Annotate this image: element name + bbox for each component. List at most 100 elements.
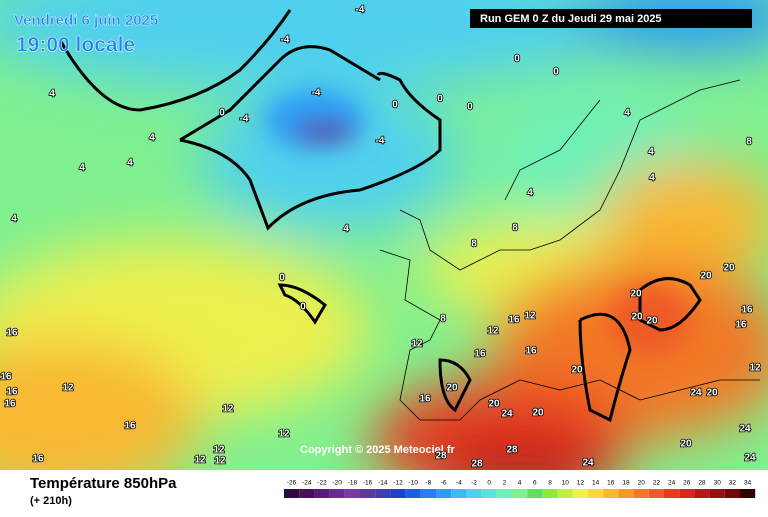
scale-swatch xyxy=(527,489,543,498)
contour-label: 16 xyxy=(419,394,431,405)
contour-label: 4 xyxy=(648,147,654,158)
contour-label: 20 xyxy=(700,271,712,282)
scale-label: 10 xyxy=(562,480,570,487)
scale-label: -12 xyxy=(393,480,403,487)
scale-swatch xyxy=(633,489,649,498)
scale-label: -24 xyxy=(302,480,312,487)
contour-label: 20 xyxy=(532,408,544,419)
contour-label: 0 xyxy=(553,67,559,78)
contour-label: 8 xyxy=(471,239,477,250)
contour-label: 24 xyxy=(690,388,702,399)
isotherm xyxy=(58,9,292,112)
scale-swatch xyxy=(375,489,391,498)
contour-label: 0 xyxy=(392,100,398,111)
contour-label: 12 xyxy=(214,456,226,467)
scale-swatch xyxy=(420,489,436,498)
scale-swatch xyxy=(481,489,497,498)
scale-label: -26 xyxy=(287,480,297,487)
coastline xyxy=(379,79,760,421)
isotherm xyxy=(438,277,702,423)
scale-swatch xyxy=(648,489,664,498)
scale-label: 32 xyxy=(729,480,737,487)
contour-label: 4 xyxy=(127,158,133,169)
contour-label: 12 xyxy=(194,455,206,466)
isotherm xyxy=(277,283,327,325)
contour-label: 4 xyxy=(79,163,85,174)
scale-swatch xyxy=(709,489,725,498)
temperature-field: Copyright © 2025 Meteociel.fr xyxy=(0,0,768,470)
isotherm xyxy=(179,45,442,231)
contour-label: 4 xyxy=(624,108,630,119)
copyright: Copyright © 2025 Meteociel.fr xyxy=(300,444,456,456)
scale-label: -16 xyxy=(363,480,373,487)
contour-label: 4 xyxy=(49,89,55,100)
contour-label: 12 xyxy=(411,339,423,350)
scale-label: 14 xyxy=(592,480,600,487)
contour-label: 20 xyxy=(631,312,643,323)
contour-label: 24 xyxy=(744,453,756,464)
scale-label: 18 xyxy=(622,480,630,487)
run-info: Run GEM 0 Z du Jeudi 29 mai 2025 xyxy=(480,13,662,25)
contour-label: 16 xyxy=(741,305,753,316)
contour-label: 4 xyxy=(11,214,17,225)
scale-label: 20 xyxy=(638,480,646,487)
contour-label: 8 xyxy=(440,314,446,325)
scale-swatch xyxy=(284,489,300,498)
scale-label: 34 xyxy=(744,480,752,487)
contour-label: 4 xyxy=(649,173,655,184)
contour-label: 4 xyxy=(527,188,533,199)
scale-swatch xyxy=(618,489,634,498)
contour-label: 12 xyxy=(213,445,225,456)
contour-label: 16 xyxy=(0,372,12,383)
contour-label: 24 xyxy=(501,409,513,420)
contour-label: 12 xyxy=(222,404,234,415)
scale-swatch xyxy=(572,489,588,498)
forecast-time: 19:00 locale xyxy=(16,34,135,57)
contour-label: 20 xyxy=(646,316,658,327)
contour-label: 12 xyxy=(524,311,536,322)
contour-labels: -4-4-4-4-4000000004444444444888812121212… xyxy=(0,4,762,470)
contour-label: 4 xyxy=(149,133,155,144)
scale-swatch xyxy=(344,489,360,498)
scale-swatch xyxy=(664,489,680,498)
contour-label: -4 xyxy=(240,114,249,125)
scale-swatch xyxy=(679,489,695,498)
scale-label: 12 xyxy=(577,480,585,487)
scale-label: -4 xyxy=(456,480,462,487)
contour-label: 12 xyxy=(62,383,74,394)
contour-label: 0 xyxy=(437,94,443,105)
contour-label: 0 xyxy=(300,302,306,313)
contour-label: -4 xyxy=(281,35,290,46)
scale-label: 30 xyxy=(714,480,722,487)
forecast-date: Vendredi 6 juin 2025 xyxy=(14,12,158,29)
contour-label: -4 xyxy=(356,5,365,16)
scale-swatch xyxy=(299,489,315,498)
scale-swatch xyxy=(542,489,558,498)
scale-label: -8 xyxy=(426,480,432,487)
scale-swatch xyxy=(466,489,482,498)
contour-label: 20 xyxy=(706,388,718,399)
contour-label: 16 xyxy=(32,454,44,465)
legend-subtitle: (+ 210h) xyxy=(30,495,72,507)
scale-swatch xyxy=(724,489,740,498)
scale-label: 16 xyxy=(607,480,615,487)
scale-swatch xyxy=(436,489,452,498)
contour-label: 20 xyxy=(571,365,583,376)
contour-label: 16 xyxy=(525,346,537,357)
scale-swatch xyxy=(496,489,512,498)
contour-label: 16 xyxy=(6,328,18,339)
scale-swatch xyxy=(603,489,619,498)
contour-label: 16 xyxy=(474,349,486,360)
contour-label: 16 xyxy=(124,421,136,432)
scale-label: -18 xyxy=(348,480,358,487)
contour-label: 0 xyxy=(514,54,520,65)
contour-label: 20 xyxy=(488,399,500,410)
contour-label: -4 xyxy=(312,88,321,99)
contour-label: 28 xyxy=(471,459,483,470)
contour-label: 28 xyxy=(435,451,447,462)
scale-swatch xyxy=(588,489,604,498)
scale-swatch xyxy=(694,489,710,498)
contour-label: 4 xyxy=(343,224,349,235)
contour-label: 8 xyxy=(512,223,518,234)
contour-label: 24 xyxy=(582,458,594,469)
